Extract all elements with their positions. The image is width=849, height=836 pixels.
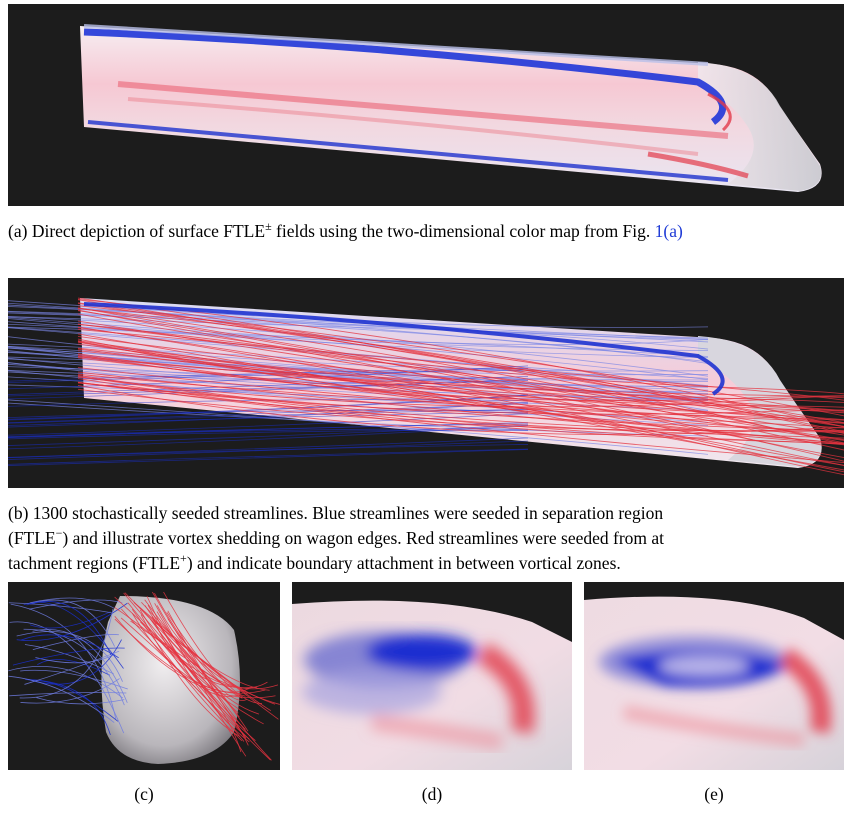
panel-a-image (8, 4, 844, 206)
panel-e-image (584, 582, 844, 770)
sublabel-e: (e) (704, 784, 724, 804)
sublabel-c: (c) (134, 784, 154, 804)
caption-b: (b) 1300 stochastically seeded streamlin… (8, 501, 844, 576)
panel-d-image (292, 582, 572, 770)
sublabel-d: (d) (421, 784, 443, 804)
caption-b-line2: (FTLE−) and illustrate vortex shedding o… (8, 526, 665, 548)
figure-ref-link[interactable]: 1(a) (654, 221, 683, 241)
caption-b-line1: (b) 1300 stochastically seeded streamlin… (8, 503, 664, 523)
panel-c-image (8, 582, 280, 770)
panel-b-image (8, 278, 844, 488)
caption-a: (a) Direct depiction of surface FTLE± fi… (8, 219, 683, 241)
caption-b-line3: tachment regions (FTLE+) and indicate bo… (8, 551, 621, 573)
